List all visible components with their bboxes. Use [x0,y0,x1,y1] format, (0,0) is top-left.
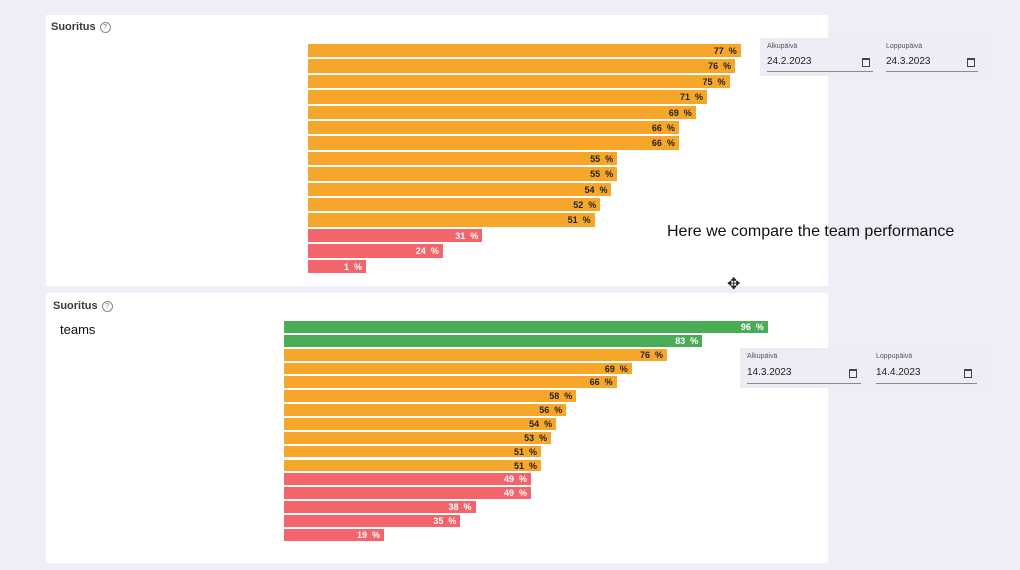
end-date-input[interactable]: 14.4.2023 [876,367,921,378]
end-date-caption: Loppupäivä [886,43,923,50]
panel-top: Suoritus ? 77 % 76 % 75 % 71 % 69 % 66 % 66 % 5… [46,15,828,286]
annotation-text-content: Here we compare the team performance [667,223,955,240]
bar-10[interactable]: 52 % [308,198,601,213]
date-filter-top: Alkupäivä 24.2.2023 Loppupäivä 24.3.2023 [760,38,990,76]
date-filter-bottom: Alkupäivä 14.3.2023 Loppupäivä 14.4.2023 [740,348,988,388]
bar-5[interactable]: 66 % [308,121,679,136]
end-date-underline [876,383,977,384]
bar-value-label: 55 % [590,169,614,180]
bar-value-label: 56 % [539,405,563,416]
bar-13[interactable]: 38 % [284,501,476,514]
bar-value-label: 55 % [590,153,614,164]
bar-10[interactable]: 51 % [284,459,542,473]
start-date-caption: Alkupäivä [767,43,798,50]
bar-value-label: 83 % [675,335,699,346]
end-date-input[interactable]: 24.3.2023 [886,56,931,67]
bar-14[interactable]: 1 % [308,259,366,274]
bar-8[interactable]: 53 % [284,431,552,445]
bar-value-label: 31 % [455,230,479,241]
bar-14[interactable]: 35 % [284,514,461,528]
bar-value-label: 24 % [415,246,439,257]
bar-value-label: 51 % [514,460,538,471]
bar-8[interactable]: 55 % [308,167,618,182]
bar-value-label: 49 % [503,488,527,499]
teams-label: teams [60,322,96,337]
bar-6[interactable]: 56 % [284,404,567,417]
bar-6[interactable]: 66 % [308,136,679,151]
panel-bottom-title-text: Suoritus [53,300,98,312]
calendar-icon[interactable] [849,369,857,378]
move-cursor-icon: ✥ [727,276,741,293]
start-date-input[interactable]: 14.3.2023 [747,367,792,378]
calendar-icon[interactable] [967,58,975,67]
bar-value-label: 49 % [503,474,527,485]
help-circle-icon[interactable]: ? [99,21,111,33]
start-date-underline [767,71,873,72]
bar-15[interactable]: 19 % [284,528,384,542]
bar-value-label: 35 % [433,515,457,526]
help-circle-icon[interactable]: ? [101,300,113,312]
bar-value-label: 77 % [713,46,737,56]
start-date-underline [747,383,861,384]
bar-1[interactable]: 76 % [308,59,736,74]
panel-top-title-text: Suoritus [51,21,96,33]
bar-1[interactable]: 83 % [284,334,703,348]
bar-2[interactable]: 76 % [284,348,668,362]
bar-value-label: 19 % [356,529,380,540]
bar-value-label: 54 % [529,418,553,429]
chart-bottom: 96 % 83 % 76 % 69 % 66 % 58 % 56 % 54 % 53 % 51 %… [46,293,828,563]
bar-value-label: 54 % [584,184,608,195]
bar-12[interactable]: 49 % [284,487,531,501]
bar-value-label: 96 % [740,322,764,332]
bar-value-label: 66 % [651,123,675,133]
panel-bottom-title: Suoritus ? [53,300,113,312]
bar-0[interactable]: 77 % [308,44,741,59]
calendar-icon[interactable] [862,58,870,67]
start-date-caption: Alkupäivä [747,353,778,360]
bar-11[interactable]: 49 % [284,473,531,487]
bar-value-label: 66 % [651,138,675,149]
bar-0[interactable]: 96 % [284,321,768,334]
end-date-caption: Loppupäivä [876,353,913,360]
bar-value-label: 75 % [702,76,726,87]
panel-top-title: Suoritus ? [51,21,111,33]
end-date-underline [886,71,978,72]
bar-9[interactable]: 54 % [308,182,612,197]
bar-4[interactable]: 69 % [308,105,696,120]
calendar-icon[interactable] [964,369,972,378]
bar-11[interactable]: 51 % [308,213,595,228]
bar-12[interactable]: 31 % [308,228,483,244]
bar-value-label: 76 % [640,349,664,360]
bar-value-label: 76 % [708,61,732,72]
start-date-input[interactable]: 24.2.2023 [767,56,812,67]
annotation-text: Here we compare the team performance [667,223,954,241]
chart-top: 77 % 76 % 75 % 71 % 69 % 66 % 66 % 55 % 55 % 54 %… [46,15,828,286]
bar-value-label: 69 % [668,107,692,118]
bar-4[interactable]: 66 % [284,376,617,390]
bar-7[interactable]: 55 % [308,151,618,167]
bar-value-label: 69 % [604,363,628,374]
bar-value-label: 66 % [589,377,613,388]
bar-7[interactable]: 54 % [284,417,557,431]
bar-value-label: 53 % [524,432,548,443]
panel-bottom: Suoritus ? teams 96 % 83 % 76 % 69 % 66 % 58 … [46,293,828,563]
bar-3[interactable]: 69 % [284,362,632,376]
bar-13[interactable]: 24 % [308,244,443,259]
bar-5[interactable]: 58 % [284,390,577,404]
bar-2[interactable]: 75 % [308,74,730,90]
bar-value-label: 58 % [549,391,573,402]
bar-9[interactable]: 51 % [284,445,542,459]
bar-value-label: 51 % [514,446,538,457]
bar-value-label: 51 % [567,215,591,226]
bar-value-label: 1 % [343,261,362,272]
bar-value-label: 38 % [448,502,472,513]
bar-value-label: 52 % [573,200,597,210]
bar-value-label: 71 % [680,92,704,103]
bar-3[interactable]: 71 % [308,90,708,105]
